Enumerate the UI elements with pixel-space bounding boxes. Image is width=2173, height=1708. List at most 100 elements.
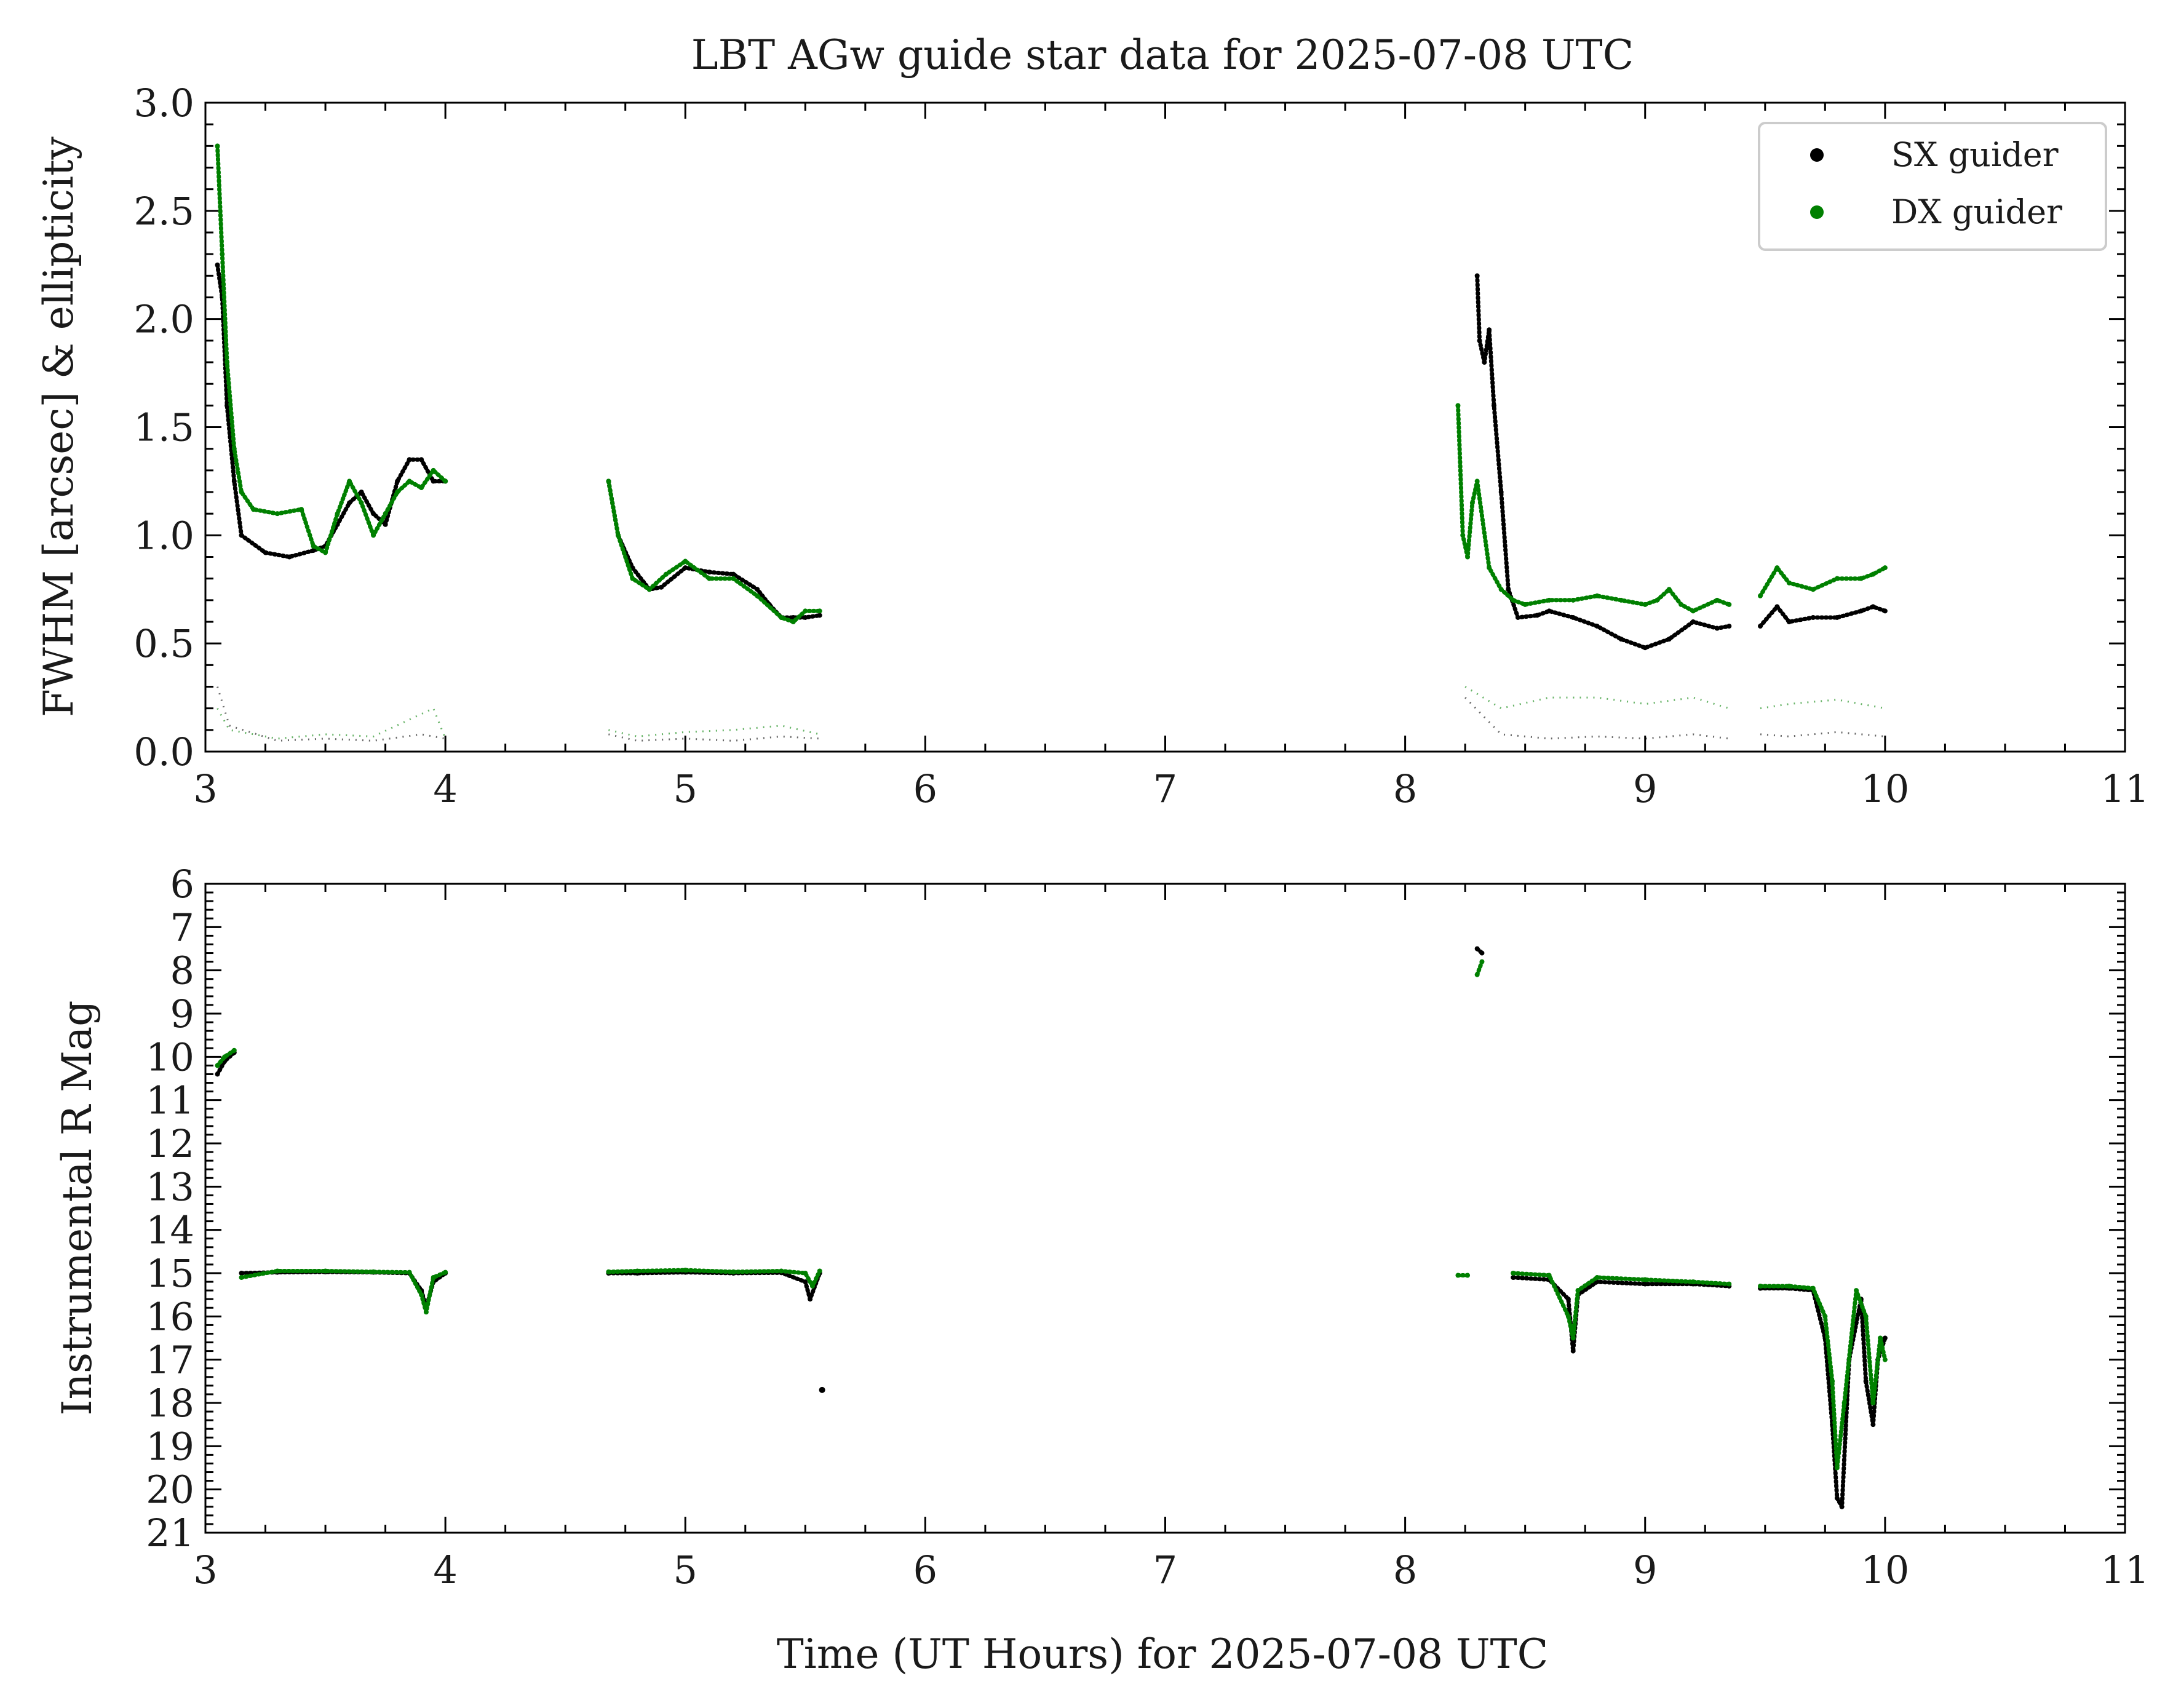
data-point-dx [731, 576, 736, 581]
data-point-dx [1786, 1284, 1792, 1289]
data-point-sx [1618, 637, 1624, 642]
data-point-dx [1786, 580, 1792, 586]
data-point-dx [371, 1269, 376, 1274]
y-tick-label-bottom: 12 [146, 1121, 194, 1166]
data-point-sx [1570, 614, 1576, 620]
ellipticity-dx [1760, 699, 1886, 710]
panel-magnitude: 3 4 5 6 7 8 9 10 116789101112131415161718192021 … [54, 862, 2149, 1592]
x-tick-label-bottom: 6 [913, 1547, 937, 1592]
data-point-dx [1655, 597, 1660, 603]
data-point-dx [407, 1269, 412, 1275]
xlabel: Time (UT Hours) for 2025-07-08 UTC [777, 1631, 1548, 1678]
data-point-dx [215, 143, 220, 149]
data-point-dx [419, 485, 424, 490]
data-point-sx [683, 565, 688, 571]
data-point-dx [1834, 1465, 1840, 1471]
data-point-dx [1758, 1284, 1763, 1289]
data-point-dx [443, 479, 448, 484]
data-point-dx [755, 593, 760, 598]
data-point-sx [371, 511, 376, 517]
data-point-dx [1455, 1273, 1461, 1278]
data-point-dx [1870, 1400, 1876, 1405]
data-point-dx [1487, 565, 1492, 571]
data-point-sx [239, 1271, 244, 1276]
y-tick-label-bottom: 16 [146, 1294, 194, 1339]
data-point-sx [1535, 613, 1540, 618]
data-point-dx [239, 1275, 244, 1281]
data-point-dx [803, 1271, 808, 1276]
y-tick-label-top: 0.5 [133, 621, 194, 666]
data-point-dx [1511, 597, 1516, 603]
data-point-dx [606, 1269, 611, 1274]
data-point-dx [1474, 972, 1480, 977]
data-point-sx [1834, 1495, 1840, 1501]
data-point-dx [803, 608, 808, 614]
data-point-dx [1479, 959, 1485, 964]
data-point-dx [383, 511, 388, 517]
ellipticity-dx [608, 725, 820, 737]
data-point-sx [1863, 1378, 1869, 1384]
data-point-sx [659, 584, 664, 590]
data-point-dx [1678, 602, 1684, 607]
data-point-dx [1822, 1314, 1828, 1319]
data-point-sx [1479, 950, 1485, 956]
data-point-dx [1882, 1357, 1888, 1362]
data-point-dx [222, 1054, 228, 1060]
x-tick-label-bottom: 3 [193, 1547, 217, 1592]
data-point-sx [819, 1386, 825, 1393]
data-point-dx [323, 1268, 328, 1274]
data-point-dx [635, 1268, 640, 1274]
ellipticity-sx [1464, 697, 1730, 740]
x-tick-label-bottom: 5 [673, 1547, 697, 1592]
data-point-dx [423, 1309, 429, 1315]
y-tick-label-top: 2.5 [133, 189, 194, 234]
data-point-dx [817, 608, 822, 614]
data-point-dx [1642, 1277, 1648, 1282]
data-point-dx [431, 1275, 436, 1281]
data-point-dx [347, 479, 352, 484]
data-point-sx [395, 479, 400, 484]
data-point-dx [790, 619, 796, 624]
y-tick-label-bottom: 20 [146, 1468, 194, 1512]
data-point-sx [1642, 645, 1648, 651]
x-tick-label-top: 10 [1861, 766, 1909, 811]
data-point-sx [1714, 626, 1720, 631]
ylabel-top: FWHM [arcsec] & ellipticity [35, 136, 82, 717]
data-point-sx [1491, 403, 1496, 408]
x-tick-label-bottom: 7 [1153, 1547, 1177, 1592]
x-tick-label-top: 3 [193, 766, 217, 811]
data-point-sx [1726, 624, 1732, 629]
y-tick-label-top: 1.0 [133, 513, 194, 558]
data-point-sx [1834, 614, 1840, 620]
data-point-sx [1774, 604, 1780, 610]
legend: SX guider DX guider [1758, 122, 2107, 251]
legend-marker-dx [1810, 205, 1824, 219]
data-point-dx [311, 543, 316, 549]
data-point-dx [707, 576, 712, 581]
data-point-sx [1498, 490, 1504, 495]
ellipticity-sx [1760, 731, 1886, 737]
data-point-dx [1810, 1285, 1816, 1291]
data-point-sx [1870, 604, 1876, 610]
data-point-dx [731, 1269, 736, 1274]
data-point-sx [231, 479, 237, 484]
data-point-dx [1863, 1314, 1869, 1319]
data-point-sx [1870, 1422, 1876, 1428]
series-line-dx [1758, 1284, 1888, 1470]
figure-title: LBT AGw guide star data for 2025-07-08 U… [691, 31, 1634, 79]
data-point-sx [215, 262, 220, 268]
series-line-dx [606, 1268, 822, 1289]
y-tick-label-top: 1.5 [133, 405, 194, 450]
data-point-sx [1474, 273, 1480, 279]
panel-fwhm: 3 4 5 6 7 8 9 10 11 0.0 0.5 1.0 1.5 2.0 2.5 3.0 FWHM [a… [35, 81, 2149, 811]
series-line-sx [606, 1270, 822, 1301]
data-point-dx [335, 511, 340, 517]
y-tick-label-bottom: 11 [146, 1078, 194, 1123]
y-tick-label-bottom: 7 [170, 905, 194, 950]
data-point-sx [263, 550, 268, 555]
data-point-dx [646, 587, 652, 592]
legend-box [1758, 122, 2107, 251]
ellipticity-sx [608, 733, 820, 742]
data-point-sx [731, 571, 736, 577]
data-point-dx [779, 1268, 784, 1274]
